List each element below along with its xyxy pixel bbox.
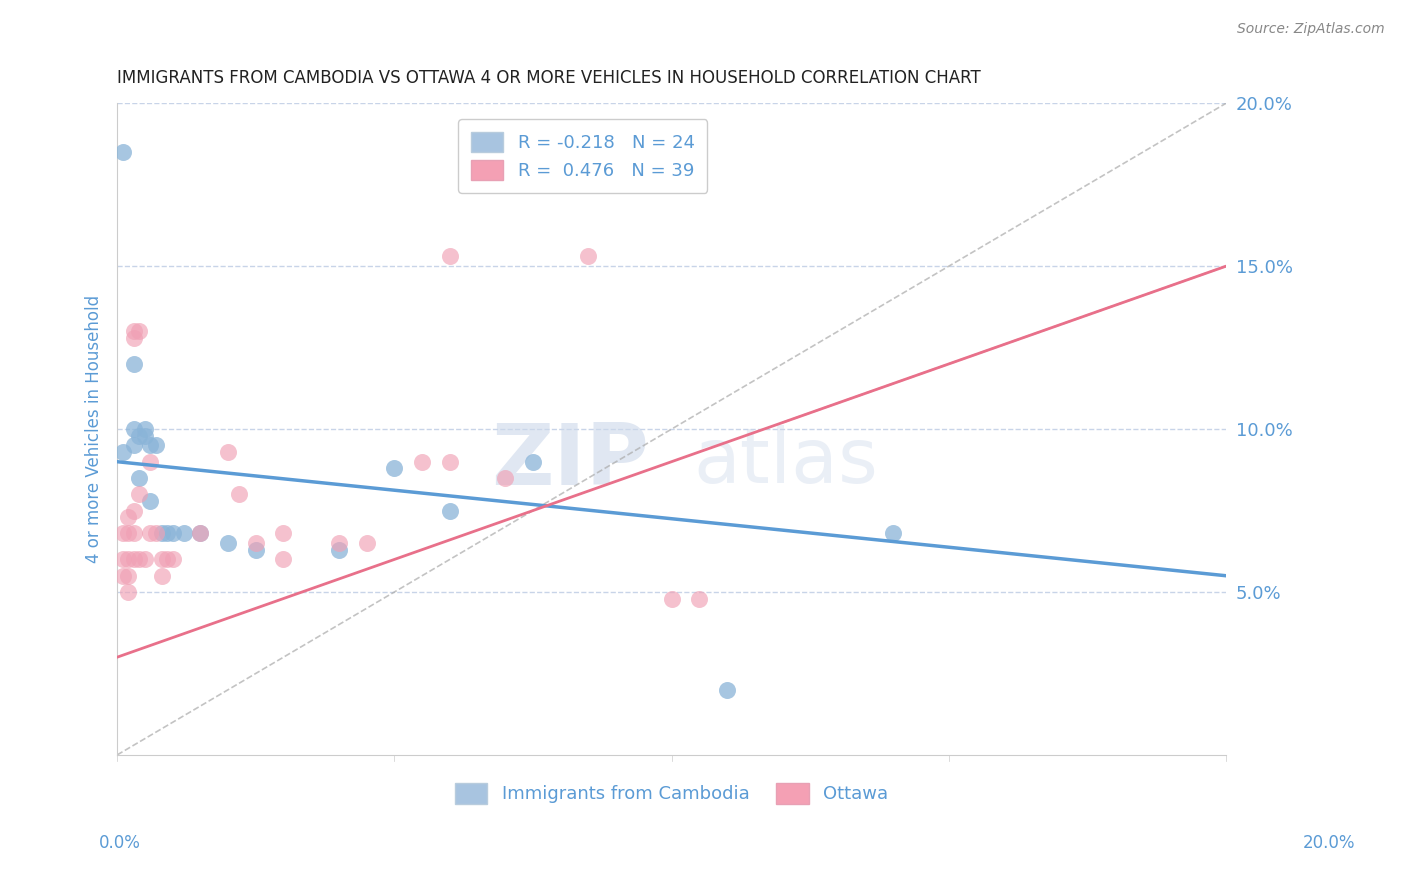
Point: [134, 428, 156, 442]
Legend: Immigrants from Cambodia, Ottawa: Immigrants from Cambodia, Ottawa: [447, 776, 896, 811]
Point: [688, 591, 710, 606]
Text: ZIP: ZIP: [492, 420, 650, 503]
Point: [661, 591, 683, 606]
Point: [117, 568, 139, 582]
Point: [188, 526, 211, 541]
Point: [128, 428, 150, 442]
Point: [145, 438, 167, 452]
Point: [150, 568, 173, 582]
Point: [128, 552, 150, 566]
Point: [156, 526, 179, 541]
Text: Source: ZipAtlas.com: Source: ZipAtlas.com: [1237, 22, 1385, 37]
Point: [145, 526, 167, 541]
Point: [122, 438, 145, 452]
Point: [139, 493, 162, 508]
Point: [128, 325, 150, 339]
Text: IMMIGRANTS FROM CAMBODIA VS OTTAWA 4 OR MORE VEHICLES IN HOUSEHOLD CORRELATION C: IMMIGRANTS FROM CAMBODIA VS OTTAWA 4 OR …: [117, 69, 981, 87]
Point: [117, 510, 139, 524]
Point: [273, 552, 295, 566]
Point: [162, 526, 184, 541]
Point: [522, 455, 544, 469]
Point: [576, 250, 599, 264]
Point: [439, 250, 461, 264]
Point: [150, 552, 173, 566]
Point: [439, 503, 461, 517]
Point: [716, 682, 738, 697]
Point: [328, 536, 350, 550]
Point: [328, 542, 350, 557]
Point: [882, 526, 904, 541]
Text: 20.0%: 20.0%: [1302, 834, 1355, 852]
Point: [111, 526, 134, 541]
Point: [139, 455, 162, 469]
Point: [122, 325, 145, 339]
Text: atlas: atlas: [693, 425, 879, 499]
Point: [228, 487, 250, 501]
Point: [128, 471, 150, 485]
Point: [217, 445, 239, 459]
Point: [117, 552, 139, 566]
Point: [150, 526, 173, 541]
Point: [111, 445, 134, 459]
Point: [122, 422, 145, 436]
Point: [245, 536, 267, 550]
Point: [122, 503, 145, 517]
Point: [111, 552, 134, 566]
Point: [122, 357, 145, 371]
Point: [122, 526, 145, 541]
Point: [128, 487, 150, 501]
Point: [188, 526, 211, 541]
Text: 0.0%: 0.0%: [98, 834, 141, 852]
Point: [439, 455, 461, 469]
Point: [217, 536, 239, 550]
Point: [111, 145, 134, 160]
Point: [173, 526, 195, 541]
Point: [139, 438, 162, 452]
Point: [162, 552, 184, 566]
Y-axis label: 4 or more Vehicles in Household: 4 or more Vehicles in Household: [86, 295, 103, 563]
Point: [122, 552, 145, 566]
Point: [134, 422, 156, 436]
Point: [122, 331, 145, 345]
Point: [494, 471, 516, 485]
Point: [117, 585, 139, 599]
Point: [411, 455, 433, 469]
Point: [139, 526, 162, 541]
Point: [111, 568, 134, 582]
Point: [273, 526, 295, 541]
Point: [356, 536, 378, 550]
Point: [117, 526, 139, 541]
Point: [382, 461, 405, 475]
Point: [156, 552, 179, 566]
Point: [134, 552, 156, 566]
Point: [245, 542, 267, 557]
